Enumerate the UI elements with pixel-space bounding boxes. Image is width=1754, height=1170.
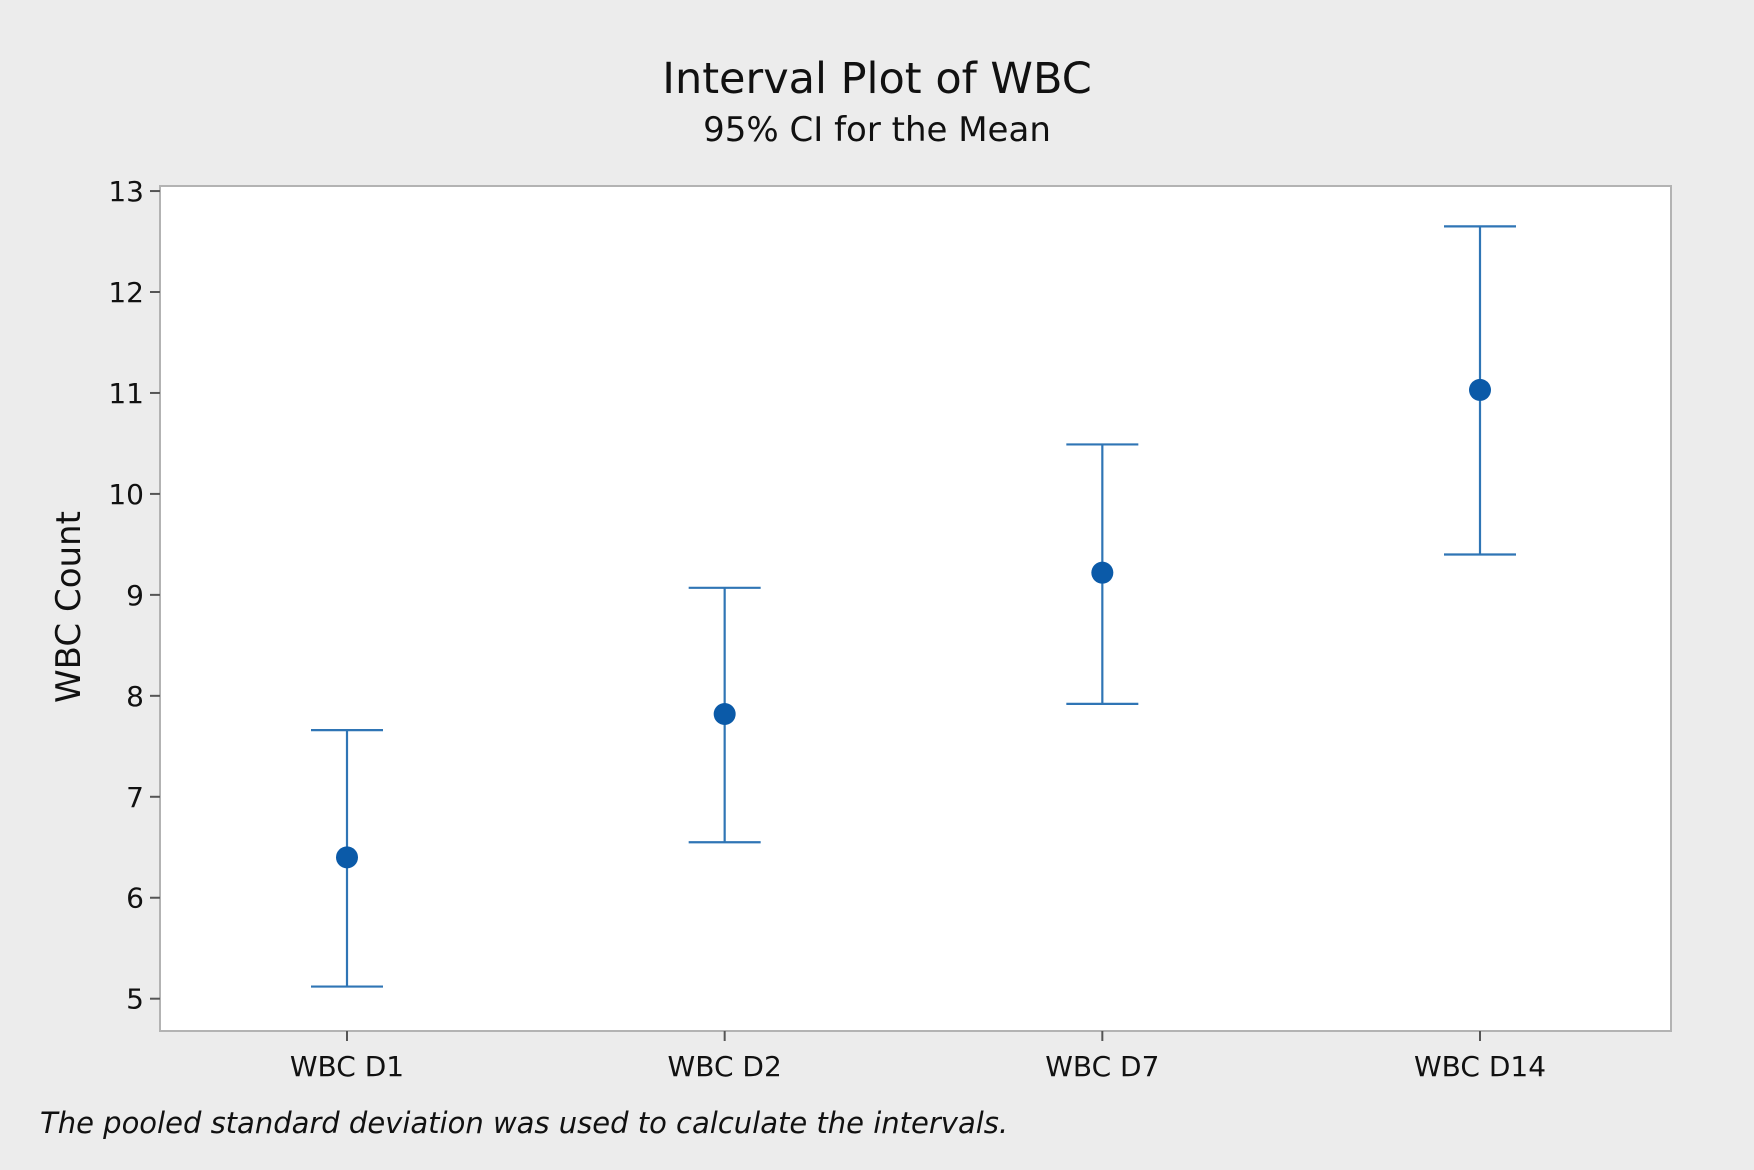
y-tick-label: 11 [108,377,144,410]
mean-point [336,846,358,869]
mean-point [713,702,736,725]
y-tick-label: 9 [126,579,144,612]
interval-wbc-d2 [688,586,761,844]
y-tick-label: 10 [108,478,144,511]
x-tick-label: WBC D14 [1414,1050,1546,1083]
y-axis: 5 6 7 8 9 10 11 12 13 [108,175,160,1016]
interval-wbc-d7 [1066,443,1139,706]
y-tick-label: 6 [126,882,144,915]
y-tick-label: 7 [126,781,144,814]
chart-title: Interval Plot of WBC [662,54,1091,104]
y-tick-label: 8 [126,680,144,713]
y-axis-label: WBC Count [49,511,89,703]
x-tick-label: WBC D7 [1045,1050,1159,1083]
interval-wbc-d14 [1444,225,1516,556]
mean-point [1469,378,1491,401]
interval-wbc-d1 [311,729,383,988]
footnote: The pooled standard deviation was used t… [40,1106,1008,1140]
mean-point [1091,561,1114,584]
y-tick-label: 13 [108,175,144,208]
interval-series [311,225,1516,988]
plot-area [159,185,1672,1032]
chart-subtitle: 95% CI for the Mean [703,110,1051,150]
y-tick-label: 5 [126,983,144,1016]
x-tick-label: WBC D1 [290,1050,404,1083]
x-axis: WBC D1 WBC D2 WBC D7 WBC D14 [290,1031,1546,1083]
x-tick-label: WBC D2 [668,1050,782,1083]
y-tick-label: 12 [108,276,144,309]
